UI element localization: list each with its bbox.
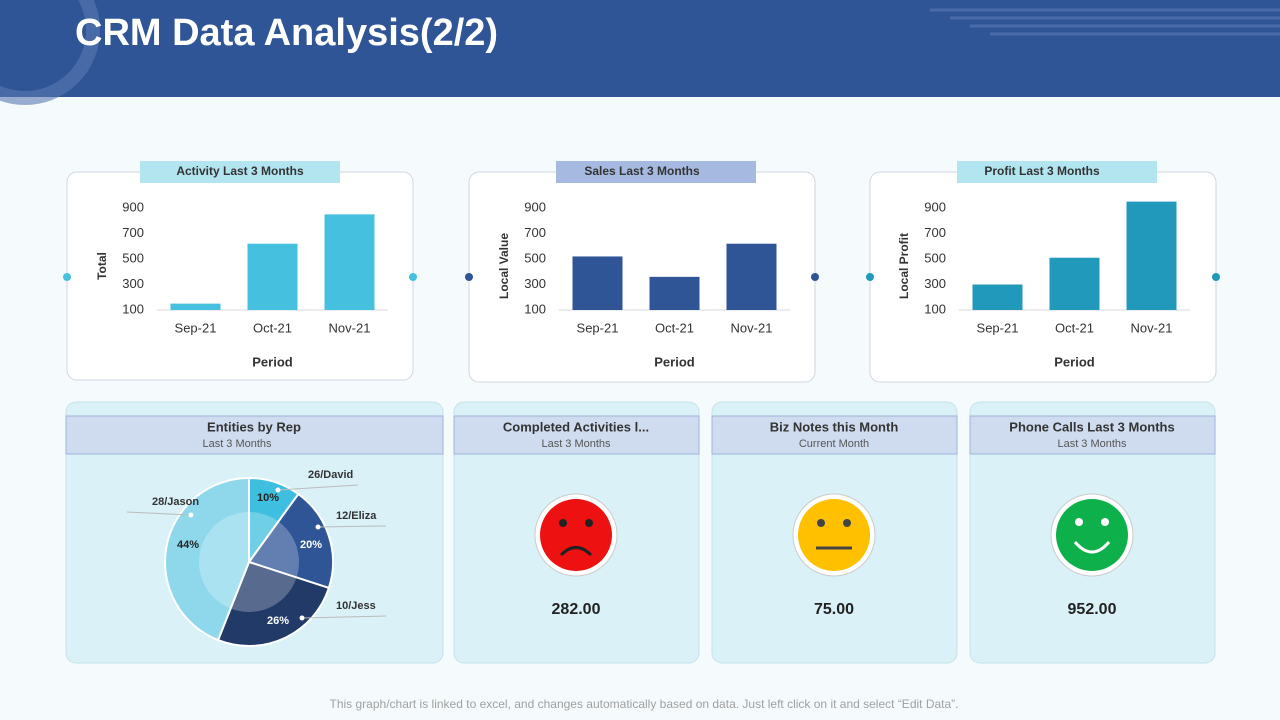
x-tick-label: Sep-21 — [577, 320, 619, 335]
card-subtitle: Current Month — [799, 438, 869, 450]
y-tick-label: 300 — [122, 276, 144, 291]
x-tick-label: Oct-21 — [655, 320, 694, 335]
y-tick-label: 500 — [924, 250, 946, 265]
x-axis-label: Period — [654, 354, 695, 369]
card-value: 282.00 — [552, 601, 601, 618]
header-band — [0, 0, 1280, 97]
x-tick-label: Oct-21 — [253, 320, 292, 335]
y-tick-label: 100 — [122, 301, 144, 316]
y-tick-label: 300 — [524, 276, 546, 291]
leader-dot — [275, 487, 281, 493]
bar — [649, 276, 700, 310]
bar — [170, 303, 221, 310]
bar — [726, 243, 777, 310]
chart-title: Profit Last 3 Months — [984, 164, 1100, 178]
leader-line — [277, 484, 359, 491]
x-axis-label: Period — [1054, 354, 1095, 369]
slice-label: 26% — [267, 615, 289, 627]
chart-title: Activity Last 3 Months — [176, 164, 304, 178]
pie-slice — [164, 476, 250, 642]
x-tick-label: Nov-21 — [1131, 320, 1173, 335]
legend-label: 10/Jess — [336, 600, 376, 612]
header-decor — [0, 0, 100, 105]
y-tick-label: 700 — [122, 225, 144, 240]
y-tick-label: 300 — [924, 276, 946, 291]
y-axis-label: Total — [95, 252, 109, 280]
y-tick-label: 900 — [122, 199, 144, 214]
chart-title: Sales Last 3 Months — [584, 164, 700, 178]
leader-dot — [315, 524, 321, 530]
legend-label: 12/Eliza — [336, 510, 377, 522]
page-title: CRM Data Analysis(2/2) — [75, 12, 498, 54]
y-tick-label: 700 — [524, 225, 546, 240]
card-subtitle: Last 3 Months — [541, 438, 611, 450]
leader-dot — [188, 512, 194, 518]
y-tick-label: 900 — [524, 199, 546, 214]
y-axis-label: Local Profit — [897, 233, 911, 299]
x-tick-label: Nov-21 — [329, 320, 371, 335]
x-tick-label: Nov-21 — [731, 320, 773, 335]
card-value: 952.00 — [1068, 601, 1117, 618]
pie-slice — [247, 492, 334, 590]
bar — [972, 284, 1023, 310]
pie-slice — [216, 560, 331, 647]
x-axis-label: Period — [252, 354, 293, 369]
y-axis-label: Local Value — [497, 233, 511, 299]
slice-label: 10% — [257, 492, 279, 504]
card-title: Biz Notes this Month — [770, 419, 899, 434]
x-tick-label: Sep-21 — [977, 320, 1019, 335]
y-tick-label: 100 — [924, 301, 946, 316]
chart-title: Entities by Rep — [207, 419, 301, 434]
legend-label: 26/David — [308, 469, 353, 481]
neutral-face — [792, 493, 876, 577]
y-tick-label: 900 — [924, 199, 946, 214]
y-tick-label: 500 — [122, 250, 144, 265]
card-headers — [65, 415, 1216, 455]
card-value: 75.00 — [814, 601, 854, 618]
card-title: Completed Activities l... — [503, 419, 649, 434]
bar — [247, 243, 298, 310]
bar — [1049, 257, 1100, 310]
header-stripes — [930, 8, 1280, 36]
leader-line — [317, 525, 387, 528]
card-subtitle: Last 3 Months — [1057, 438, 1127, 450]
x-tick-label: Sep-21 — [175, 320, 217, 335]
panel-dots — [63, 273, 1220, 281]
title-tabs — [140, 161, 1157, 183]
bar — [324, 214, 375, 310]
sad-face — [534, 493, 618, 577]
leader-dot — [299, 615, 305, 621]
y-tick-label: 500 — [524, 250, 546, 265]
chart-subtitle: Last 3 Months — [202, 438, 272, 450]
footer-note: This graph/chart is linked to excel, and… — [330, 697, 959, 711]
legend-label: 28/Jason — [152, 496, 199, 508]
happy-face — [1050, 493, 1134, 577]
card-title: Phone Calls Last 3 Months — [1009, 419, 1174, 434]
slice-label: 44% — [177, 539, 199, 551]
leader-line — [126, 511, 192, 516]
x-tick-label: Oct-21 — [1055, 320, 1094, 335]
leader-line — [301, 615, 387, 619]
y-tick-label: 700 — [924, 225, 946, 240]
y-tick-label: 100 — [524, 301, 546, 316]
bar — [1126, 201, 1177, 310]
slice-label: 20% — [300, 539, 322, 551]
pie-inner — [199, 512, 299, 612]
panels — [66, 171, 1217, 383]
bar — [572, 256, 623, 310]
